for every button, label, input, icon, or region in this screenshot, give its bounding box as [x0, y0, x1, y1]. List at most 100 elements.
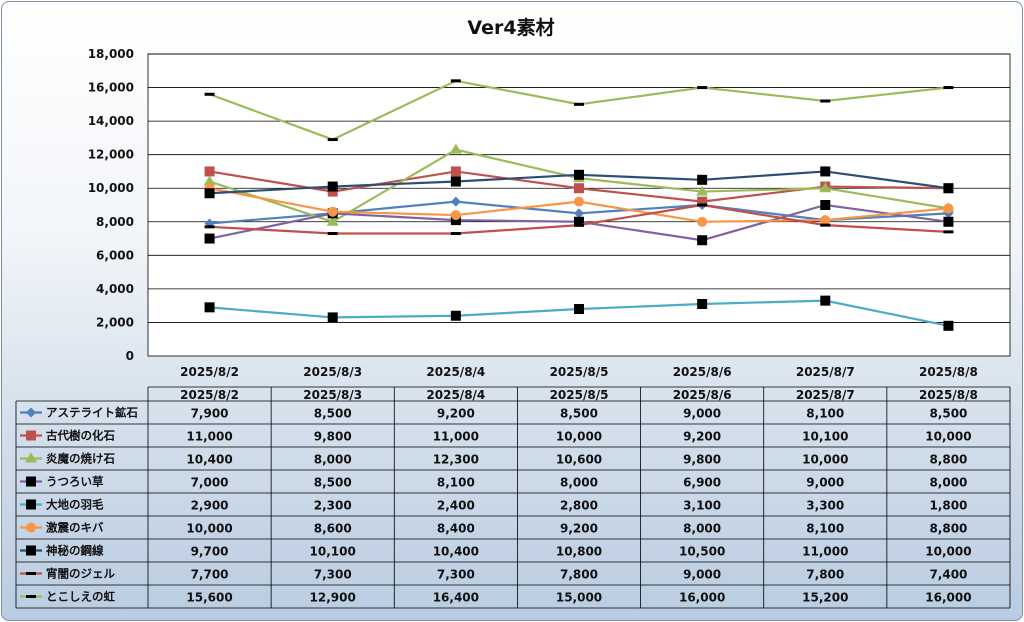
data-point [449, 143, 462, 154]
table-value-cell: 6,900 [683, 476, 721, 490]
series-name: 宵闇のジェル [46, 567, 115, 581]
data-point [204, 302, 215, 313]
data-point [327, 312, 338, 323]
x-tick-label: 2025/8/3 [303, 365, 362, 379]
data-point [820, 200, 831, 210]
y-tick-label: 14,000 [88, 114, 134, 128]
data-point [943, 86, 954, 90]
table-value-cell: 8,800 [929, 522, 967, 536]
x-tick-label: 2025/8/2 [180, 365, 239, 379]
table-value-cell: 8,000 [683, 522, 721, 536]
table-value-cell: 8,500 [314, 407, 352, 421]
table-value-cell: 2,800 [560, 499, 598, 513]
y-tick-label: 6,000 [96, 248, 134, 262]
y-tick-label: 10,000 [88, 181, 134, 195]
table-value-cell: 2,300 [314, 499, 352, 513]
legend-key-marker [26, 595, 36, 598]
data-point [696, 185, 709, 196]
data-point [697, 203, 708, 207]
table-value-cell: 8,000 [929, 476, 967, 490]
table-value-cell: 15,200 [802, 591, 848, 605]
data-point [820, 215, 831, 226]
table-value-cell: 10,000 [556, 430, 602, 444]
table-value-cell: 3,300 [806, 499, 844, 513]
data-point [820, 223, 831, 227]
table-value-cell: 10,100 [310, 545, 356, 559]
table-value-cell: 8,000 [314, 453, 352, 467]
y-tick-label: 0 [126, 349, 134, 363]
legend-key-marker [26, 430, 36, 441]
table-value-cell: 12,900 [310, 591, 356, 605]
data-point [327, 181, 338, 192]
series-5 [204, 183, 954, 227]
data-point [450, 310, 461, 321]
data-point [697, 235, 708, 246]
data-point [574, 169, 584, 180]
legend-key-4 [20, 499, 42, 510]
data-point [943, 320, 954, 331]
table-header-cell: 2025/8/6 [673, 388, 732, 402]
data-point [943, 230, 954, 234]
table-value-cell: 8,100 [437, 476, 475, 490]
data-point [819, 182, 832, 193]
legend-key-marker [26, 407, 36, 418]
series-name: 炎魔の焼け石 [46, 452, 115, 466]
chart-title: Ver4素材 [467, 16, 554, 39]
y-tick-label: 2,000 [96, 315, 134, 329]
table-value-cell: 10,100 [802, 430, 848, 444]
data-point [943, 203, 954, 214]
legend-key-marker [25, 452, 37, 463]
table-value-cell: 8,100 [806, 407, 844, 421]
data-point [450, 176, 461, 187]
y-tick-label: 8,000 [96, 215, 134, 229]
table-value-cell: 15,600 [186, 591, 232, 605]
data-point [943, 183, 954, 194]
x-tick-label: 2025/8/4 [426, 365, 485, 379]
table-value-cell: 10,000 [925, 430, 971, 444]
table-value-cell: 8,500 [929, 407, 967, 421]
table-value-cell: 9,000 [683, 407, 721, 421]
series-name: とこしえの虹 [46, 590, 115, 604]
legend-key-6 [20, 545, 42, 556]
data-point [203, 175, 216, 186]
data-point [574, 304, 584, 315]
legend-key-3 [20, 476, 42, 487]
table-value-cell: 9,800 [683, 453, 721, 467]
legend-key-1 [20, 430, 42, 441]
table-header-cell: 2025/8/8 [919, 388, 978, 402]
data-point [327, 138, 338, 142]
table-value-cell: 11,000 [802, 545, 848, 559]
table-value-cell: 10,500 [679, 545, 725, 559]
table-value-cell: 8,000 [560, 476, 598, 490]
data-point [574, 208, 584, 219]
data-point [326, 215, 339, 226]
table-value-cell: 8,500 [560, 407, 598, 421]
data-point [327, 232, 338, 236]
y-tick-label: 4,000 [96, 282, 134, 296]
data-point [450, 196, 461, 207]
table-value-cell: 7,300 [314, 568, 352, 582]
table-value-cell: 8,400 [437, 522, 475, 536]
x-tick-label: 2025/8/5 [550, 365, 609, 379]
series-name: うつろい草 [46, 475, 104, 489]
table-value-cell: 10,400 [433, 545, 479, 559]
series-name: 神秘の鋼線 [46, 544, 104, 558]
table-value-cell: 7,800 [806, 568, 844, 582]
table-value-cell: 2,400 [437, 499, 475, 513]
series-7 [204, 203, 954, 236]
table-value-cell: 10,600 [556, 453, 602, 467]
table-value-cell: 9,000 [806, 476, 844, 490]
legend-key-marker [26, 499, 36, 510]
legend-key-7 [20, 572, 42, 575]
data-point [574, 223, 584, 227]
data-point [450, 215, 461, 226]
legend-key-0 [20, 407, 42, 418]
legend-key-marker [26, 572, 36, 575]
table-value-cell: 10,400 [186, 453, 232, 467]
table-header-cell: 2025/8/3 [303, 388, 362, 402]
data-point [697, 86, 708, 90]
legend-key-8 [20, 595, 42, 598]
data-point [327, 186, 338, 197]
